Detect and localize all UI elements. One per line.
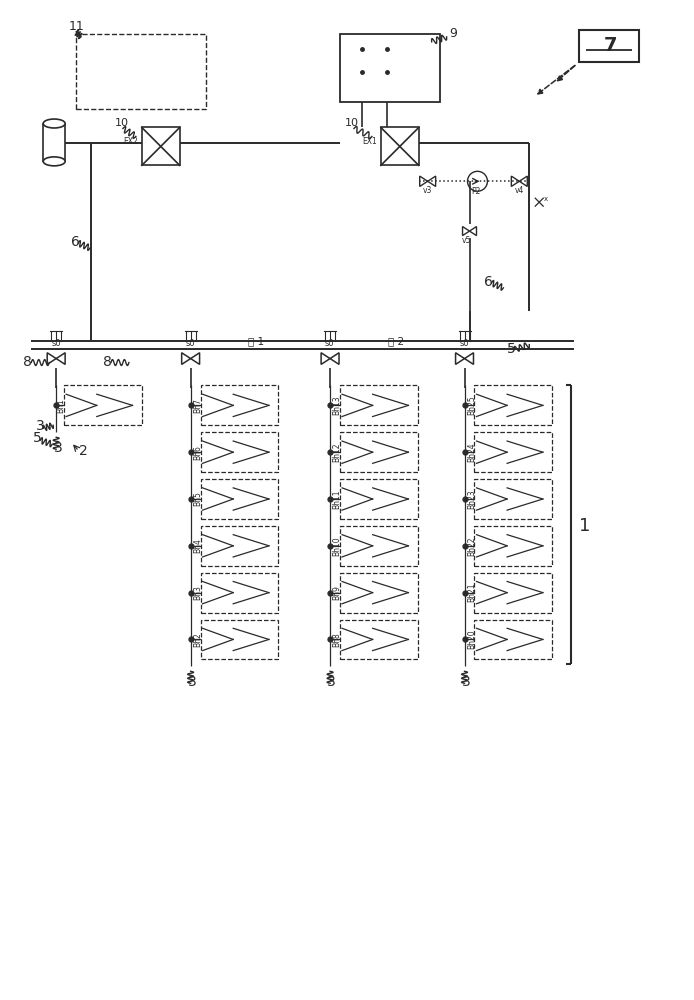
Text: EX1: EX1 [362, 137, 378, 146]
Text: 6: 6 [71, 235, 80, 249]
Bar [579, 30, 639, 62]
Bar [475, 573, 552, 613]
Polygon shape [56, 353, 65, 364]
Text: 10: 10 [115, 118, 129, 128]
Text: 1: 1 [579, 517, 591, 535]
Text: v5: v5 [462, 236, 471, 245]
Text: Bh4: Bh4 [193, 538, 202, 553]
Text: Bh2: Bh2 [193, 632, 202, 647]
Bar [340, 432, 418, 472]
Text: 3: 3 [187, 675, 196, 689]
Polygon shape [428, 176, 436, 186]
Bar [43, 124, 65, 161]
Text: Bh11: Bh11 [332, 489, 341, 509]
Text: 5: 5 [33, 431, 42, 445]
Text: 6: 6 [484, 275, 493, 289]
Text: Bh5: Bh5 [193, 492, 202, 506]
Text: Bh10: Bh10 [332, 536, 341, 556]
Polygon shape [455, 353, 464, 364]
Circle shape [468, 171, 487, 191]
Text: v4: v4 [514, 186, 524, 195]
Ellipse shape [43, 157, 65, 166]
Text: EX2: EX2 [124, 137, 138, 146]
Bar [340, 385, 418, 425]
Text: Bh20: Bh20 [467, 630, 476, 649]
Bar [201, 385, 278, 425]
Ellipse shape [43, 119, 65, 128]
Text: 11: 11 [69, 20, 85, 33]
Polygon shape [321, 353, 330, 364]
Bar [340, 526, 418, 566]
Text: 2: 2 [79, 444, 88, 458]
Text: 8: 8 [103, 355, 112, 369]
Bar [201, 573, 278, 613]
Text: Bh3: Bh3 [193, 585, 202, 600]
Text: P2: P2 [471, 187, 481, 196]
Polygon shape [470, 227, 477, 236]
Text: Bh12: Bh12 [332, 442, 341, 462]
Text: Bh21: Bh21 [467, 583, 476, 602]
Bar [201, 526, 278, 566]
Text: 9: 9 [450, 27, 457, 40]
Bar [201, 432, 278, 472]
Polygon shape [511, 176, 519, 186]
Polygon shape [47, 353, 56, 364]
Bar [475, 385, 552, 425]
Text: 环 1: 环 1 [248, 337, 264, 347]
Bar [340, 34, 439, 102]
Bar [201, 620, 278, 659]
Bar [475, 526, 552, 566]
Text: s0: s0 [325, 339, 335, 348]
Text: Bh1: Bh1 [57, 398, 66, 413]
Text: v3: v3 [423, 186, 432, 195]
Text: Bh22: Bh22 [467, 536, 476, 556]
Text: Bh25: Bh25 [467, 396, 476, 415]
Bar [201, 479, 278, 519]
Polygon shape [191, 353, 200, 364]
Bar [64, 385, 142, 425]
Bar [340, 573, 418, 613]
Text: Bh24: Bh24 [467, 442, 476, 462]
Text: 环 2: 环 2 [388, 337, 404, 347]
Bar [340, 479, 418, 519]
Text: Bh8: Bh8 [332, 632, 341, 647]
Text: s0: s0 [186, 339, 195, 348]
Bar [340, 620, 418, 659]
Polygon shape [464, 353, 473, 364]
Text: s0: s0 [459, 339, 469, 348]
Bar [381, 127, 418, 165]
Bar [142, 127, 180, 165]
Polygon shape [330, 353, 339, 364]
Text: Bh23: Bh23 [467, 489, 476, 509]
Text: 3: 3 [54, 441, 63, 455]
Text: s0: s0 [51, 339, 61, 348]
Text: 3: 3 [462, 675, 471, 689]
Text: 3: 3 [36, 419, 45, 433]
Text: x: x [544, 196, 548, 202]
Bar [475, 479, 552, 519]
Text: Bh9: Bh9 [332, 585, 341, 600]
Text: Bh6: Bh6 [193, 445, 202, 460]
Text: 8: 8 [24, 355, 32, 369]
Bar [76, 34, 205, 109]
Text: 3: 3 [327, 675, 336, 689]
Polygon shape [519, 176, 527, 186]
Text: 10: 10 [345, 118, 359, 128]
Bar [475, 432, 552, 472]
Text: Bh7: Bh7 [193, 398, 202, 413]
Polygon shape [462, 227, 470, 236]
Polygon shape [182, 353, 191, 364]
Bar [475, 620, 552, 659]
Text: 7: 7 [604, 36, 618, 55]
Polygon shape [420, 176, 428, 186]
Text: 5: 5 [507, 342, 516, 356]
Text: Bh13: Bh13 [332, 396, 341, 415]
